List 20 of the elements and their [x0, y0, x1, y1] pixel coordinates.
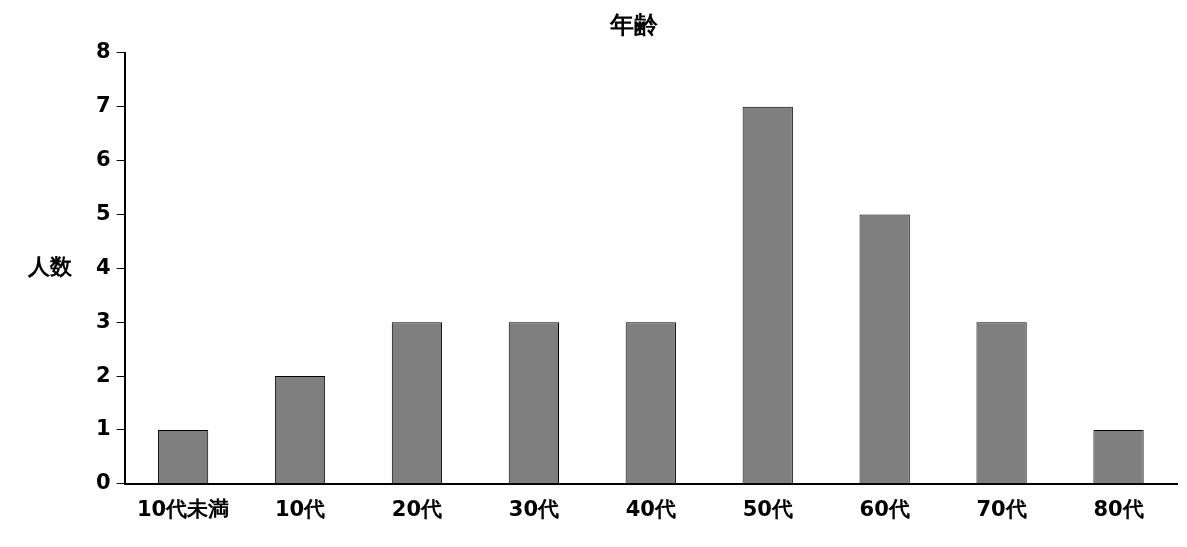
- y-tick-label: 0: [95, 470, 111, 495]
- y-tick-label: 8: [95, 39, 111, 64]
- x-tick-label: 60代: [859, 496, 910, 521]
- chart-title: 年齢: [608, 10, 659, 39]
- x-tick-label: 70代: [976, 496, 1027, 521]
- x-tick-label: 10代未満: [136, 496, 230, 521]
- y-axis-title: 人数: [27, 254, 73, 280]
- y-tick-label: 6: [95, 147, 111, 171]
- y-tick-label: 4: [95, 254, 111, 279]
- x-tick-label: 50代: [742, 496, 793, 521]
- y-tick-label: 7: [95, 93, 111, 118]
- y-tick-label: 5: [95, 200, 111, 225]
- x-tick-label: 40代: [625, 496, 676, 521]
- x-tick-label: 10代: [274, 496, 326, 521]
- y-tick-label: 1: [95, 416, 111, 441]
- x-tick-label: 20代: [391, 496, 443, 521]
- x-tick-label: 30代: [508, 496, 559, 521]
- y-tick-label: 3: [95, 308, 111, 333]
- x-tick-label: 80代: [1093, 496, 1144, 521]
- y-tick-label: 2: [95, 362, 111, 387]
